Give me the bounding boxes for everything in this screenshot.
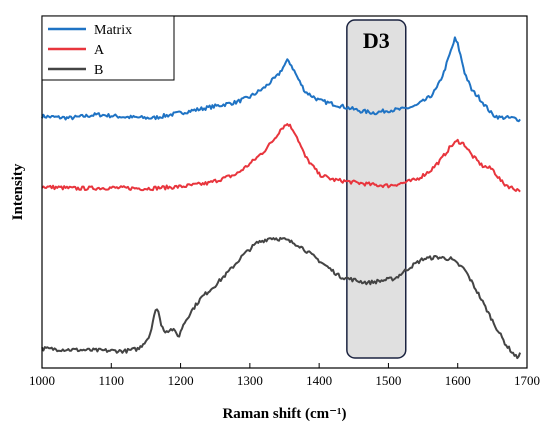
legend: Matrix AB [41,15,175,81]
d3-label: D3 [363,28,390,53]
d3-band [346,19,407,359]
x-tick-label-1000: 1000 [29,373,55,388]
x-axis-title: Raman shift (cm⁻¹) [222,406,346,422]
plot-frame [41,15,528,369]
legend-label-a: A [94,43,105,58]
x-tick-label-1500: 1500 [375,373,401,388]
legend-label-b: B [94,63,103,78]
x-tick-label-1200: 1200 [168,373,194,388]
series-line-a [41,123,521,193]
axes: 1000 1100 1200 1300 1400 1500 1600 1700 [29,15,540,388]
legend-label-matrix: Matrix [94,23,132,38]
x-tick-label-1700: 1700 [514,373,540,388]
series-line-b [41,236,522,360]
plot-area: D3 [41,19,522,360]
x-tick-label-1100: 1100 [99,373,125,388]
series-line-matrix [41,36,521,123]
y-axis-title: Intensity [10,163,26,220]
x-tick-label-1600: 1600 [445,373,471,388]
x-tick-label-1300: 1300 [237,373,263,388]
x-tick-label-1400: 1400 [306,373,332,388]
